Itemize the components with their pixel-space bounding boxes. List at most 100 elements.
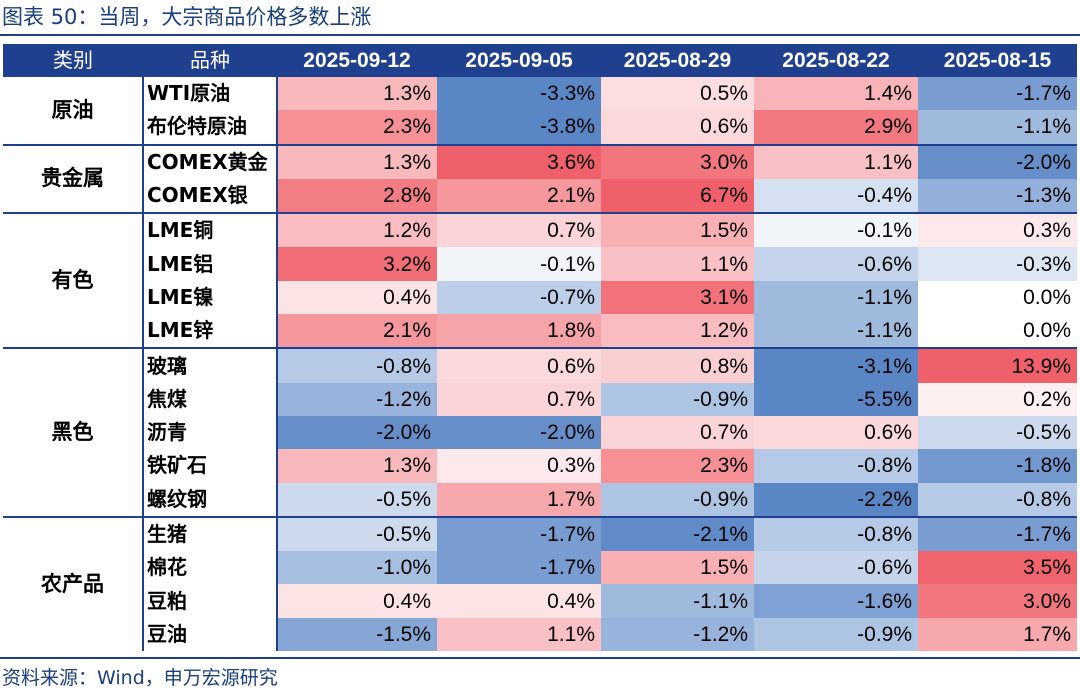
table-row: 棉花 -1.0% -1.7% 1.5% -0.6% 3.5% <box>3 551 1077 585</box>
table-row: 黑色 玻璃 -0.8% 0.6% 0.8% -3.1% 13.9% <box>3 348 1077 518</box>
value-cell: 1.1% <box>601 247 754 281</box>
value-cell: -2.0% <box>437 415 601 450</box>
value-cell: -0.5% <box>276 482 437 518</box>
table-row: 农产品 生猪 -0.5% -1.7% -2.1% -0.8% -1.7% <box>3 516 1077 596</box>
value-cell: 0.0% <box>918 280 1077 315</box>
value-cell: 1.5% <box>601 213 754 248</box>
variety-cell: 豆油 <box>142 617 277 652</box>
value-cell: -3.3% <box>437 77 601 111</box>
table-row: COMEX银 2.8% 2.1% 6.7% -0.4% -1.3% <box>3 178 1077 215</box>
value-cell: 2.1% <box>437 178 601 215</box>
value-cell: 1.1% <box>754 144 918 179</box>
value-cell: -1.5% <box>276 617 437 652</box>
value-cell: 3.6% <box>437 144 601 179</box>
value-cell: 1.3% <box>276 144 437 179</box>
value-cell: 1.1% <box>437 617 601 652</box>
value-cell: -0.4% <box>754 178 918 215</box>
variety-cell: 铁矿石 <box>142 449 277 483</box>
table-row: 豆油 -1.5% 1.1% -1.2% -0.9% 1.7% <box>3 617 1077 652</box>
source-note: 资料来源：Wind，申万宏源研究 <box>2 667 278 689</box>
value-cell: 3.2% <box>276 247 437 281</box>
category-cell: 贵金属 <box>3 144 143 215</box>
value-cell: 0.6% <box>754 415 918 450</box>
category-cell: 原油 <box>3 77 143 146</box>
value-cell: 1.7% <box>437 482 601 518</box>
value-cell: -0.6% <box>754 247 918 281</box>
value-cell: -2.0% <box>276 415 437 450</box>
value-cell: 2.3% <box>276 110 437 146</box>
value-cell: 1.3% <box>276 449 437 483</box>
value-cell: -0.9% <box>601 382 754 416</box>
value-cell: 13.9% <box>918 348 1077 383</box>
value-cell: 6.7% <box>601 178 754 215</box>
value-cell: 3.1% <box>601 280 754 315</box>
value-cell: -0.3% <box>918 247 1077 281</box>
value-cell: -3.1% <box>754 348 918 383</box>
value-cell: -5.5% <box>754 382 918 416</box>
header-variety: 品种 <box>143 44 277 77</box>
value-cell: -0.5% <box>918 415 1077 450</box>
value-cell: -1.0% <box>276 551 437 585</box>
value-cell: -1.7% <box>437 551 601 585</box>
value-cell: 0.7% <box>437 213 601 248</box>
table-body: 原油 WTI原油 1.3% -3.3% 0.5% 1.4% -1.7% 布伦特原油 2.3% -3… <box>3 77 1077 652</box>
value-cell: 0.4% <box>276 584 437 618</box>
category-cell: 有色 <box>3 213 143 350</box>
value-cell: 0.4% <box>276 280 437 315</box>
table-row: 原油 WTI原油 1.3% -3.3% 0.5% 1.4% -1.7% <box>3 77 1077 146</box>
value-cell: 0.7% <box>437 382 601 416</box>
value-cell: -1.7% <box>918 77 1077 111</box>
variety-cell: WTI原油 <box>142 77 277 111</box>
variety-cell: LME铜 <box>142 213 277 248</box>
table-row: 有色 LME铜 1.2% 0.7% 1.5% -0.1% 0.3% <box>3 213 1077 350</box>
value-cell: 1.2% <box>601 314 754 350</box>
variety-cell: LME锌 <box>142 314 277 350</box>
variety-cell: LME镍 <box>142 280 277 315</box>
table-row: 贵金属 COMEX黄金 1.3% 3.6% 3.0% 1.1% -2.0% <box>3 144 1077 215</box>
value-cell: -0.8% <box>918 482 1077 518</box>
value-cell: 0.4% <box>437 584 601 618</box>
value-cell: -3.8% <box>437 110 601 146</box>
table-row: 焦煤 -1.2% 0.7% -0.9% -5.5% 0.2% <box>3 382 1077 416</box>
value-cell: 0.0% <box>918 314 1077 350</box>
variety-cell: 生猪 <box>142 516 277 552</box>
value-cell: -0.1% <box>754 213 918 248</box>
value-cell: -2.1% <box>601 516 754 552</box>
table-row: 铁矿石 1.3% 0.3% 2.3% -0.8% -1.8% <box>3 449 1077 483</box>
table-row: 螺纹钢 -0.5% 1.7% -0.9% -2.2% -0.8% <box>3 482 1077 518</box>
value-cell: 1.7% <box>918 617 1077 652</box>
table-row: LME镍 0.4% -0.7% 3.1% -1.1% 0.0% <box>3 280 1077 315</box>
header-date: 2025-08-22 <box>754 44 918 77</box>
value-cell: -1.1% <box>918 110 1077 146</box>
footer-divider <box>0 657 1080 659</box>
table-row: LME铝 3.2% -0.1% 1.1% -0.6% -0.3% <box>3 247 1077 281</box>
value-cell: -0.9% <box>601 482 754 518</box>
value-cell: -0.8% <box>276 348 437 383</box>
value-cell: -2.0% <box>918 144 1077 179</box>
variety-cell: 螺纹钢 <box>142 482 277 518</box>
value-cell: -1.2% <box>601 617 754 652</box>
table-row: 布伦特原油 2.3% -3.8% 0.6% 2.9% -1.1% <box>3 110 1077 146</box>
value-cell: 2.1% <box>276 314 437 350</box>
variety-cell: LME铝 <box>142 247 277 281</box>
variety-cell: COMEX黄金 <box>142 144 277 179</box>
value-cell: 0.6% <box>601 110 754 146</box>
value-cell: 0.6% <box>437 348 601 383</box>
table-row: 豆粕 0.4% 0.4% -1.1% -1.6% 3.0% <box>3 584 1077 618</box>
value-cell: 0.8% <box>601 348 754 383</box>
value-cell: 3.0% <box>918 584 1077 618</box>
value-cell: 1.2% <box>276 213 437 248</box>
value-cell: 1.4% <box>754 77 918 111</box>
value-cell: -1.7% <box>918 516 1077 552</box>
header-date: 2025-08-15 <box>918 44 1077 77</box>
variety-cell: COMEX银 <box>142 178 277 215</box>
header-row: 类别 品种 2025-09-12 2025-09-05 2025-08-29 2… <box>3 44 1077 77</box>
figure-title: 图表 50：当周，大宗商品价格多数上涨 <box>2 5 372 29</box>
value-cell: 0.5% <box>601 77 754 111</box>
value-cell: 0.2% <box>918 382 1077 416</box>
value-cell: 2.3% <box>601 449 754 483</box>
value-cell: -1.6% <box>754 584 918 618</box>
value-cell: -0.1% <box>437 247 601 281</box>
value-cell: 1.8% <box>437 314 601 350</box>
variety-cell: 沥青 <box>142 415 277 450</box>
